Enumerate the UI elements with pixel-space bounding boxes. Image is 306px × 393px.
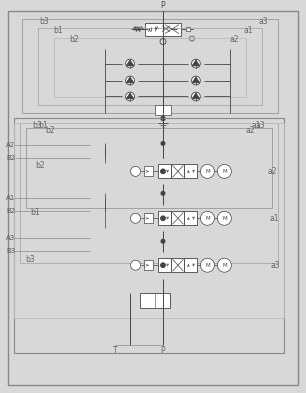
Circle shape <box>192 76 200 85</box>
Bar <box>20 123 278 263</box>
Bar <box>14 118 284 353</box>
Bar <box>185 164 197 178</box>
Text: M: M <box>222 216 227 221</box>
Bar <box>144 260 154 270</box>
Circle shape <box>161 216 165 220</box>
Polygon shape <box>126 77 134 83</box>
Bar <box>26 129 272 208</box>
Bar <box>171 164 185 178</box>
Circle shape <box>161 169 165 173</box>
Circle shape <box>217 211 231 225</box>
Polygon shape <box>126 93 134 99</box>
Text: a2: a2 <box>267 167 277 176</box>
Circle shape <box>161 239 165 243</box>
Bar <box>185 258 197 272</box>
Circle shape <box>161 191 165 195</box>
Text: a3: a3 <box>255 121 265 130</box>
Text: b1: b1 <box>30 208 40 217</box>
Text: M: M <box>222 169 227 174</box>
Text: B2: B2 <box>6 155 15 162</box>
Circle shape <box>161 216 165 220</box>
Text: B2: B2 <box>6 208 15 214</box>
Polygon shape <box>192 77 200 83</box>
Bar <box>171 258 185 272</box>
Bar <box>159 211 171 225</box>
Bar <box>159 258 171 272</box>
Text: b1: b1 <box>53 26 63 35</box>
Text: b3: b3 <box>39 17 49 26</box>
Circle shape <box>161 141 165 145</box>
Bar <box>22 18 278 114</box>
Polygon shape <box>126 60 134 66</box>
Text: M: M <box>205 169 210 174</box>
Circle shape <box>217 164 231 178</box>
Text: b2: b2 <box>35 161 45 170</box>
Text: a1: a1 <box>243 26 252 35</box>
Text: P: P <box>161 1 165 10</box>
Circle shape <box>126 59 134 68</box>
Bar <box>159 164 171 178</box>
Text: a1: a1 <box>251 121 261 130</box>
Polygon shape <box>192 60 200 66</box>
Bar <box>155 105 171 116</box>
Text: M: M <box>222 263 227 268</box>
Text: b3: b3 <box>32 121 42 130</box>
Circle shape <box>200 164 215 178</box>
Circle shape <box>126 76 134 85</box>
Bar <box>186 27 190 31</box>
Circle shape <box>161 169 165 173</box>
Bar <box>38 28 262 105</box>
Circle shape <box>217 258 231 272</box>
Bar <box>54 38 246 97</box>
Text: a2: a2 <box>245 126 255 135</box>
Circle shape <box>192 59 200 68</box>
Text: A1: A1 <box>6 195 16 201</box>
Circle shape <box>161 263 165 267</box>
Text: a1: a1 <box>269 214 278 223</box>
Text: b1: b1 <box>38 121 48 130</box>
Bar <box>14 123 284 318</box>
Bar <box>171 211 185 225</box>
Text: M: M <box>205 216 210 221</box>
Text: P: P <box>161 345 165 354</box>
Circle shape <box>131 260 140 270</box>
Circle shape <box>161 263 165 267</box>
Circle shape <box>192 92 200 101</box>
Text: M: M <box>205 263 210 268</box>
Bar <box>140 293 170 308</box>
Bar <box>145 23 163 36</box>
Text: a2: a2 <box>229 35 239 44</box>
Circle shape <box>200 258 215 272</box>
Text: a3: a3 <box>258 17 268 26</box>
Text: A2: A2 <box>6 142 15 149</box>
Bar <box>163 23 181 36</box>
Text: a3: a3 <box>271 261 281 270</box>
Bar <box>185 211 197 225</box>
Text: b3: b3 <box>25 255 35 264</box>
Bar <box>144 166 154 176</box>
Circle shape <box>200 211 215 225</box>
Text: b2: b2 <box>69 35 79 44</box>
Bar <box>144 213 154 223</box>
Text: b2: b2 <box>45 126 55 135</box>
Circle shape <box>131 166 140 176</box>
Circle shape <box>131 213 140 223</box>
Bar <box>148 24 160 33</box>
Circle shape <box>126 92 134 101</box>
Text: A3: A3 <box>6 235 16 241</box>
Circle shape <box>161 116 165 120</box>
Text: B3: B3 <box>6 248 16 254</box>
Text: T: T <box>113 345 118 354</box>
Polygon shape <box>192 93 200 99</box>
Bar <box>160 24 172 33</box>
